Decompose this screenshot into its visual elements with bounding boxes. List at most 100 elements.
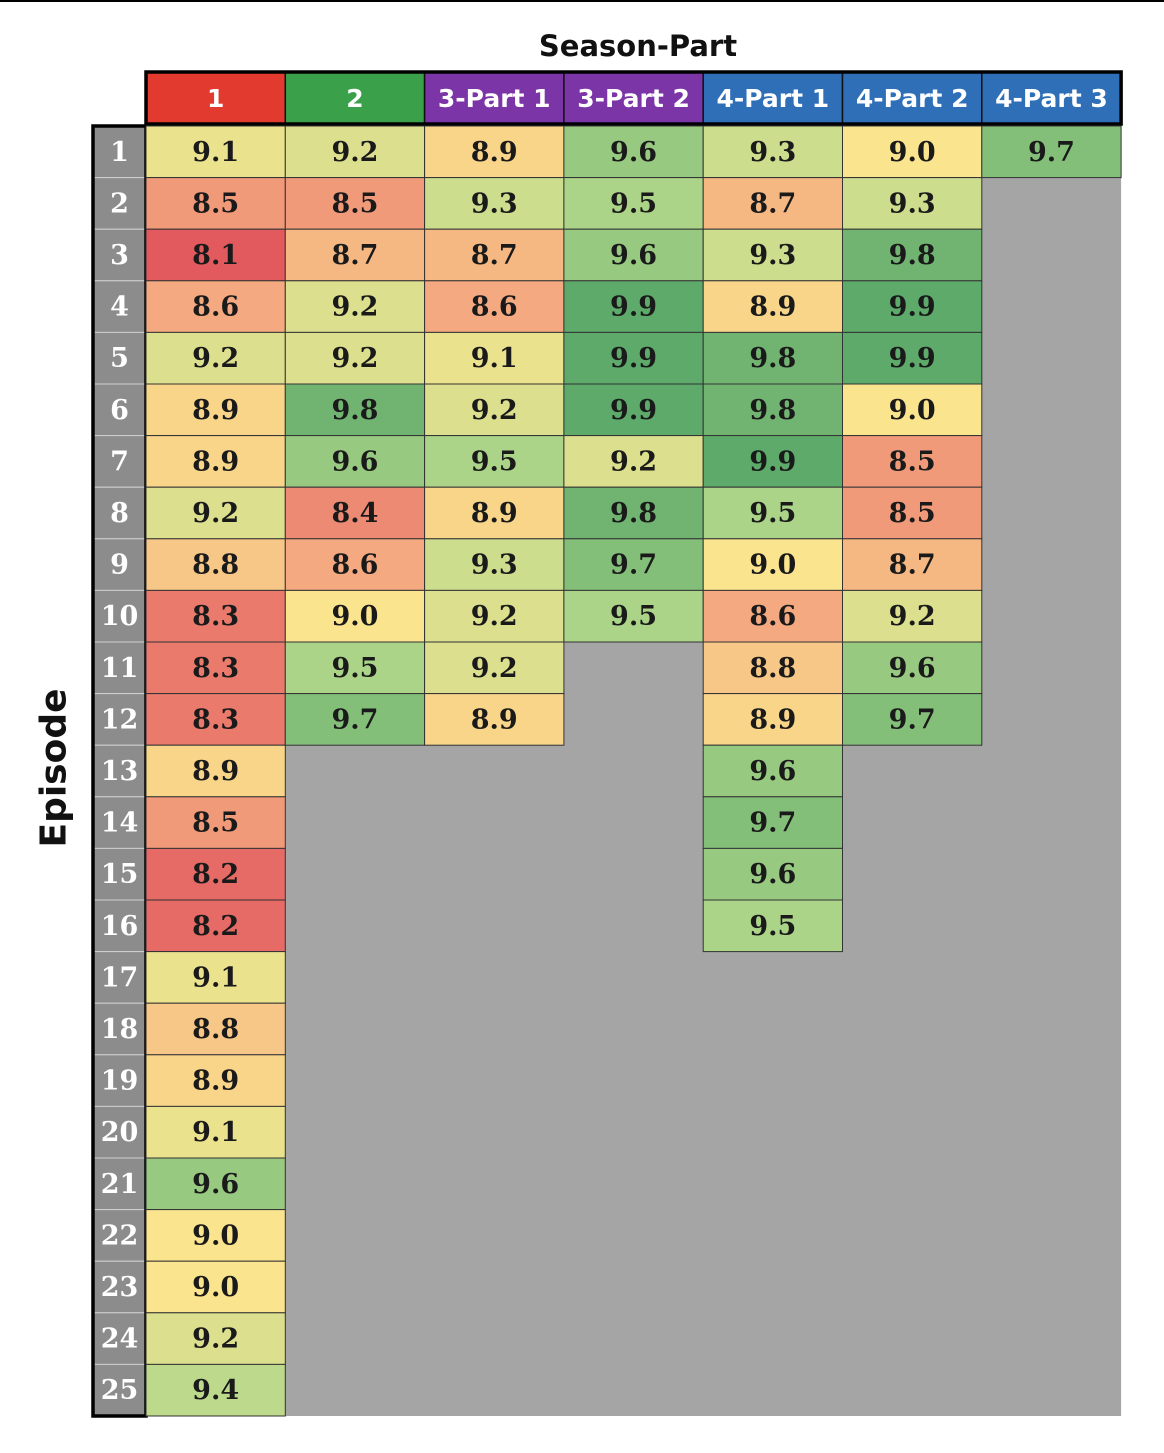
rating-value: 9.0: [331, 601, 378, 632]
episode-label: 3: [110, 240, 129, 271]
rating-cell: [145, 280, 286, 333]
rating-cell: [702, 486, 844, 540]
rating-value: 9.8: [749, 395, 796, 426]
rating-cell: [284, 589, 426, 643]
rating-cell: [702, 796, 844, 849]
rating-value: 8.9: [471, 498, 518, 529]
rating-cell: [702, 280, 844, 333]
episode-label-cell: [92, 331, 147, 385]
episode-label: 16: [101, 911, 139, 942]
rating-cell: [702, 693, 844, 746]
rating-value: 9.8: [331, 395, 378, 426]
rating-cell: [702, 538, 844, 591]
rating-value: 9.1: [192, 137, 239, 168]
rating-cell: [842, 228, 983, 282]
rating-cell: [424, 177, 565, 230]
rating-cell: [145, 1312, 286, 1365]
rating-cell: [842, 177, 983, 230]
column-header-label: 3-Part 1: [438, 84, 551, 113]
rating-value: 9.7: [749, 808, 796, 839]
episode-label: 15: [101, 859, 139, 890]
episode-label: 2: [110, 188, 129, 219]
episode-label: 1: [110, 137, 129, 168]
column-header-label: 3-Part 2: [577, 84, 690, 113]
rating-value: 9.9: [610, 292, 657, 323]
rating-value: 8.9: [192, 1066, 239, 1097]
episode-label: 9: [110, 550, 129, 581]
episode-label: 4: [110, 292, 129, 323]
rating-value: 9.0: [749, 550, 796, 581]
rating-value: 9.6: [749, 859, 796, 890]
rating-cell: [424, 589, 565, 643]
header-frame: [144, 70, 1123, 126]
rating-cell: [424, 228, 565, 282]
rating-value: 9.3: [749, 137, 796, 168]
rating-value: 8.5: [889, 498, 936, 529]
rating-cell: [424, 383, 565, 437]
rating-cell: [145, 1054, 286, 1107]
rating-cell: [284, 228, 426, 282]
rating-cell: [563, 383, 704, 437]
rating-value: 9.2: [471, 395, 518, 426]
rating-value: 8.3: [192, 704, 239, 735]
episode-label-cell: [92, 280, 147, 333]
rating-value: 9.0: [192, 1220, 239, 1251]
rating-value: 9.9: [610, 395, 657, 426]
rating-value: 9.9: [749, 446, 796, 477]
rating-cell: [284, 641, 426, 695]
column-header-label: 2: [346, 84, 363, 113]
rating-value: 8.5: [192, 188, 239, 219]
rating-cell: [563, 125, 704, 179]
rating-cell: [563, 435, 704, 488]
episode-label-cell: [92, 228, 147, 282]
episode-label-cell: [92, 1157, 147, 1211]
rating-cell: [145, 1209, 286, 1262]
rating-value: 8.9: [749, 292, 796, 323]
season-part-axis-title: Season-Part: [538, 29, 738, 63]
rating-cell: [702, 383, 844, 437]
rating-value: 9.4: [192, 1375, 239, 1406]
rating-value: 8.5: [192, 808, 239, 839]
rating-cell: [424, 280, 565, 333]
column-header-label: 4-Part 1: [717, 84, 830, 113]
column-header-cell: [284, 71, 426, 125]
episode-label: 20: [101, 1117, 139, 1148]
rating-value: 9.2: [192, 1324, 239, 1355]
rating-cell: [284, 125, 426, 179]
episode-label: 5: [110, 343, 129, 374]
rating-cell: [702, 899, 844, 953]
rating-value: 9.5: [610, 188, 657, 219]
rating-cell: [702, 847, 844, 901]
rating-value: 8.5: [889, 446, 936, 477]
rating-cell: [284, 177, 426, 230]
rating-value: 9.6: [610, 137, 657, 168]
rating-value: 8.7: [749, 188, 796, 219]
rating-value: 9.5: [331, 653, 378, 684]
rating-value: 8.7: [471, 240, 518, 271]
rating-value: 9.2: [471, 653, 518, 684]
top-rule: [0, 0, 1164, 2]
episode-label: 14: [101, 808, 139, 839]
rating-cell: [702, 228, 844, 282]
rating-cell: [284, 538, 426, 591]
episode-label: 18: [101, 1014, 139, 1045]
rating-cell: [563, 228, 704, 282]
rating-value: 9.0: [889, 137, 936, 168]
rating-value: 8.1: [192, 240, 239, 271]
rating-cell: [424, 331, 565, 385]
rating-value: 8.9: [192, 395, 239, 426]
rating-cell: [424, 641, 565, 695]
episode-label-cell: [92, 589, 147, 643]
episode-label-cell: [92, 641, 147, 695]
rating-value: 8.9: [471, 704, 518, 735]
rating-cell: [842, 693, 983, 746]
rating-value: 9.3: [889, 188, 936, 219]
rating-value: 8.8: [192, 1014, 239, 1045]
rating-cell: [424, 693, 565, 746]
rating-value: 8.6: [192, 292, 239, 323]
rating-value: 9.7: [889, 704, 936, 735]
episode-label: 13: [101, 756, 139, 787]
episode-label-cell: [92, 899, 147, 953]
rating-value: 8.2: [192, 859, 239, 890]
